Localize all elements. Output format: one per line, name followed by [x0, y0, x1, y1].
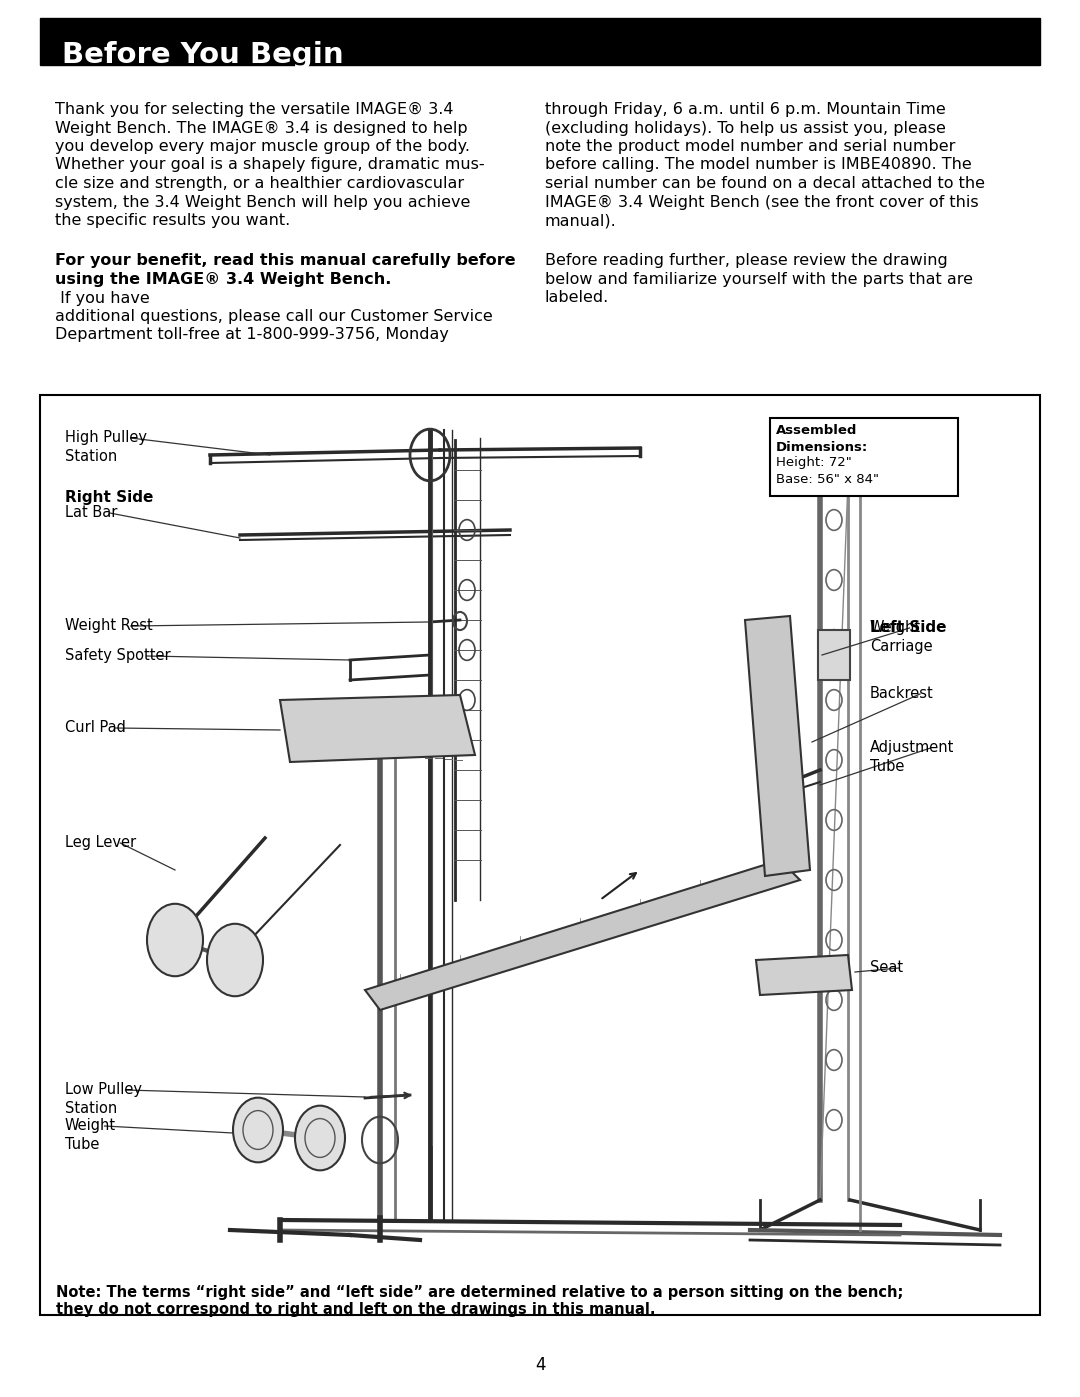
Text: Lat Bar: Lat Bar	[65, 504, 118, 520]
Text: using the IMAGE® 3.4 Weight Bench.: using the IMAGE® 3.4 Weight Bench.	[55, 272, 391, 286]
Text: Note: The terms “right side” and “left side” are determined relative to a person: Note: The terms “right side” and “left s…	[56, 1285, 903, 1301]
Polygon shape	[745, 616, 810, 876]
Bar	[40, 18, 1040, 66]
Text: Before reading further, please review the drawing: Before reading further, please review th…	[545, 253, 948, 268]
Circle shape	[207, 923, 264, 996]
Text: Low Pulley
Station: Low Pulley Station	[65, 1083, 141, 1116]
Text: you develop every major muscle group of the body.: you develop every major muscle group of …	[55, 138, 470, 154]
Text: Curl Pad: Curl Pad	[65, 719, 126, 735]
Text: Thank you for selecting the versatile IMAGE® 3.4: Thank you for selecting the versatile IM…	[55, 102, 454, 117]
Polygon shape	[365, 861, 800, 1010]
Text: For your benefit, read this manual carefully before: For your benefit, read this manual caref…	[55, 253, 515, 268]
Text: the specific results you want.: the specific results you want.	[55, 212, 291, 228]
Text: Right Side: Right Side	[65, 490, 153, 504]
Text: below and familiarize yourself with the parts that are: below and familiarize yourself with the …	[545, 272, 973, 286]
Polygon shape	[280, 694, 475, 761]
Text: Adjustment
Tube: Adjustment Tube	[870, 740, 955, 774]
Text: IMAGE® 3.4 Weight Bench (see the front cover of this: IMAGE® 3.4 Weight Bench (see the front c…	[545, 194, 978, 210]
Text: note the product model number and serial number: note the product model number and serial…	[545, 138, 956, 154]
Text: (excluding holidays). To help us assist you, please: (excluding holidays). To help us assist …	[545, 120, 946, 136]
Text: Assembled
Dimensions:: Assembled Dimensions:	[777, 425, 868, 454]
Text: High Pulley
Station: High Pulley Station	[65, 430, 147, 464]
Text: labeled.: labeled.	[545, 291, 609, 306]
Text: Weight Bench. The IMAGE® 3.4 is designed to help: Weight Bench. The IMAGE® 3.4 is designed…	[55, 120, 468, 136]
Text: additional questions, please call our Customer Service: additional questions, please call our Cu…	[55, 309, 492, 324]
Circle shape	[295, 1105, 345, 1171]
Text: Safety Spotter: Safety Spotter	[65, 648, 171, 664]
Text: Weight Rest: Weight Rest	[65, 617, 152, 633]
Text: cle size and strength, or a healthier cardiovascular: cle size and strength, or a healthier ca…	[55, 176, 464, 191]
Text: Whether your goal is a shapely figure, dramatic mus-: Whether your goal is a shapely figure, d…	[55, 158, 485, 172]
Text: Department toll-free at 1-800-999-3756, Monday: Department toll-free at 1-800-999-3756, …	[55, 327, 449, 342]
Text: Weight
Carriage: Weight Carriage	[870, 620, 933, 654]
Bar	[40, 395, 1040, 1315]
Text: Backrest: Backrest	[870, 686, 934, 701]
Text: through Friday, 6 a.m. until 6 p.m. Mountain Time: through Friday, 6 a.m. until 6 p.m. Moun…	[545, 102, 946, 117]
Text: If you have: If you have	[55, 291, 150, 306]
Text: serial number can be found on a decal attached to the: serial number can be found on a decal at…	[545, 176, 985, 191]
Text: they do not correspond to right and left on the drawings in this manual.: they do not correspond to right and left…	[56, 1302, 656, 1317]
Bar	[770, 418, 958, 496]
Text: Seat: Seat	[870, 960, 903, 975]
Bar	[818, 630, 850, 680]
Text: Before You Begin: Before You Begin	[62, 41, 343, 68]
Text: Leg Lever: Leg Lever	[65, 835, 136, 849]
Text: Height: 72"
Base: 56" x 84": Height: 72" Base: 56" x 84"	[777, 455, 879, 486]
Text: Weight
Tube: Weight Tube	[65, 1118, 117, 1151]
Text: 4: 4	[535, 1356, 545, 1375]
Text: system, the 3.4 Weight Bench will help you achieve: system, the 3.4 Weight Bench will help y…	[55, 194, 471, 210]
Circle shape	[147, 904, 203, 977]
Circle shape	[233, 1098, 283, 1162]
Text: manual).: manual).	[545, 212, 617, 228]
Polygon shape	[756, 956, 852, 995]
Text: before calling. The model number is IMBE40890. The: before calling. The model number is IMBE…	[545, 158, 972, 172]
Text: Left Side: Left Side	[870, 620, 946, 636]
